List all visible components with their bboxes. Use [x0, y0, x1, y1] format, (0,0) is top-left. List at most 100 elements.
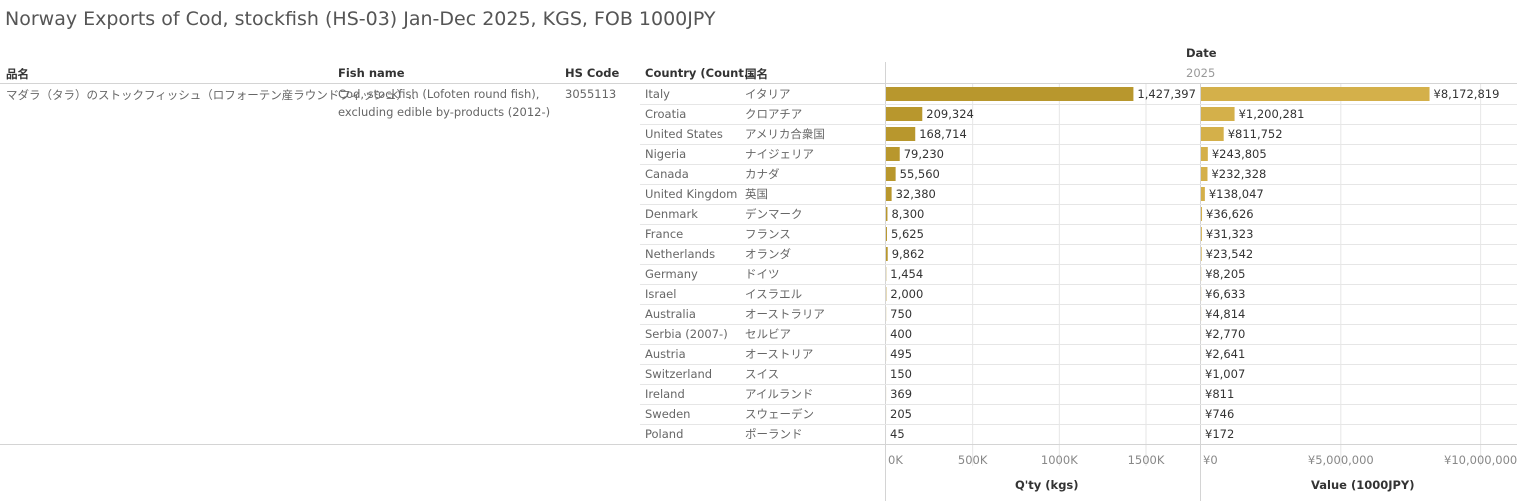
- kokumei-label: アメリカ合衆国: [745, 127, 825, 141]
- country-label: Germany: [645, 267, 698, 281]
- qty-bar[interactable]: [886, 187, 892, 201]
- value-value-label: ¥4,814: [1205, 307, 1245, 321]
- kokumei-label: ドイツ: [745, 267, 780, 281]
- value-bar[interactable]: [1201, 127, 1224, 141]
- value-value-label: ¥23,542: [1206, 247, 1254, 261]
- value-value-label: ¥31,323: [1206, 227, 1254, 241]
- country-label: Serbia (2007-): [645, 327, 728, 341]
- kokumei-label: オーストラリア: [745, 307, 825, 321]
- qty-value-label: 32,380: [896, 187, 936, 201]
- kokumei-label: オーストリア: [745, 347, 813, 361]
- qty-tick-label: 1500K: [1128, 453, 1165, 467]
- qty-value-label: 495: [890, 347, 912, 361]
- value-bar[interactable]: [1201, 247, 1202, 261]
- hinmei-header[interactable]: 品名: [6, 67, 29, 81]
- date-header: Date: [1186, 46, 1217, 60]
- country-label: Canada: [645, 167, 689, 181]
- country-label: Austria: [645, 347, 686, 361]
- qty-value-label: 1,454: [890, 267, 923, 281]
- kokumei-label: イタリア: [745, 87, 791, 101]
- qty-value-label: 205: [890, 407, 912, 421]
- qty-bar[interactable]: [886, 147, 900, 161]
- value-bar[interactable]: [1201, 167, 1208, 181]
- value-bar[interactable]: [1201, 147, 1208, 161]
- value-value-label: ¥243,805: [1212, 147, 1267, 161]
- kokumei-label: スウェーデン: [745, 407, 814, 421]
- product-fish-name-line1: Cod, stockfish (Lofoten round fish),: [338, 87, 540, 101]
- qty-tick-label: 0K: [888, 453, 903, 467]
- qty-bar[interactable]: [886, 247, 888, 261]
- value-bar[interactable]: [1201, 207, 1203, 221]
- qty-value-label: 369: [890, 387, 912, 401]
- value-value-label: ¥36,626: [1206, 207, 1254, 221]
- qty-value-label: 2,000: [890, 287, 923, 301]
- country-label: Sweden: [645, 407, 690, 421]
- value-value-label: ¥811,752: [1228, 127, 1283, 141]
- qty-value-label: 5,625: [891, 227, 924, 241]
- qty-bar[interactable]: [886, 87, 1134, 101]
- value-bar[interactable]: [1201, 87, 1430, 101]
- qty-value-label: 45: [890, 427, 905, 441]
- chart-title: Norway Exports of Cod, stockfish (HS-03)…: [5, 8, 716, 30]
- kokumei-label: 英国: [745, 187, 768, 201]
- value-value-label: ¥8,172,819: [1434, 87, 1500, 101]
- qty-value-label: 750: [890, 307, 912, 321]
- kokumei-label: クロアチア: [745, 107, 802, 121]
- country-label: Italy: [645, 87, 670, 101]
- country-label: United Kingdom: [645, 187, 737, 201]
- value-bar[interactable]: [1201, 107, 1235, 121]
- value-tick-label: ¥10,000,000: [1444, 453, 1517, 467]
- country-header[interactable]: Country (Count..: [645, 66, 753, 80]
- value-value-label: ¥172: [1205, 427, 1234, 441]
- qty-value-label: 9,862: [892, 247, 925, 261]
- qty-value-label: 55,560: [900, 167, 940, 181]
- qty-value-label: 209,324: [926, 107, 974, 121]
- country-label: Croatia: [645, 107, 686, 121]
- kokumei-label: セルビア: [745, 327, 791, 341]
- kokumei-label: オランダ: [745, 247, 791, 261]
- fish-name-header[interactable]: Fish name: [338, 66, 405, 80]
- qty-tick-label: 500K: [958, 453, 988, 467]
- value-bar[interactable]: [1201, 187, 1205, 201]
- kokumei-label: デンマーク: [745, 207, 803, 221]
- value-tick-label: ¥0: [1203, 453, 1218, 467]
- value-value-label: ¥138,047: [1209, 187, 1264, 201]
- qty-bar[interactable]: [886, 127, 916, 141]
- value-value-label: ¥232,328: [1211, 167, 1266, 181]
- value-value-label: ¥2,770: [1205, 327, 1245, 341]
- value-axis-title: Value (1000JPY): [1311, 478, 1415, 492]
- country-label: Israel: [645, 287, 676, 301]
- value-value-label: ¥1,007: [1205, 367, 1245, 381]
- product-fish-name-line2: excluding edible by-products (2012-): [338, 105, 551, 119]
- kokumei-label: アイルランド: [745, 387, 813, 401]
- qty-bar[interactable]: [886, 167, 896, 181]
- qty-value-label: 150: [890, 367, 912, 381]
- year-header: 2025: [1186, 66, 1216, 80]
- country-label: Netherlands: [645, 247, 715, 261]
- country-label: Australia: [645, 307, 696, 321]
- kokumei-header[interactable]: 国名: [745, 67, 768, 81]
- country-label: France: [645, 227, 683, 241]
- product-hinmei: マダラ（タラ）のストックフィッシュ（ロフォーテン産ラウンドフィッシュ）..: [6, 88, 416, 102]
- country-label: Poland: [645, 427, 683, 441]
- kokumei-label: ナイジェリア: [745, 147, 814, 161]
- qty-bar[interactable]: [886, 227, 887, 241]
- value-tick-label: ¥5,000,000: [1308, 453, 1374, 467]
- qty-value-label: 168,714: [919, 127, 967, 141]
- kokumei-label: イスラエル: [745, 287, 802, 301]
- value-value-label: ¥2,641: [1205, 347, 1245, 361]
- value-bar[interactable]: [1201, 227, 1202, 241]
- country-label: Switzerland: [645, 367, 712, 381]
- kokumei-label: スイス: [745, 367, 779, 381]
- value-value-label: ¥6,633: [1205, 287, 1245, 301]
- qty-tick-label: 1000K: [1041, 453, 1078, 467]
- qty-bar[interactable]: [886, 107, 923, 121]
- qty-value-label: 400: [890, 327, 912, 341]
- qty-bar[interactable]: [886, 207, 888, 221]
- country-label: Denmark: [645, 207, 698, 221]
- hs-code-header[interactable]: HS Code: [565, 66, 620, 80]
- qty-value-label: 8,300: [891, 207, 924, 221]
- value-value-label: ¥8,205: [1205, 267, 1245, 281]
- qty-value-label: 79,230: [904, 147, 944, 161]
- country-label: Ireland: [645, 387, 685, 401]
